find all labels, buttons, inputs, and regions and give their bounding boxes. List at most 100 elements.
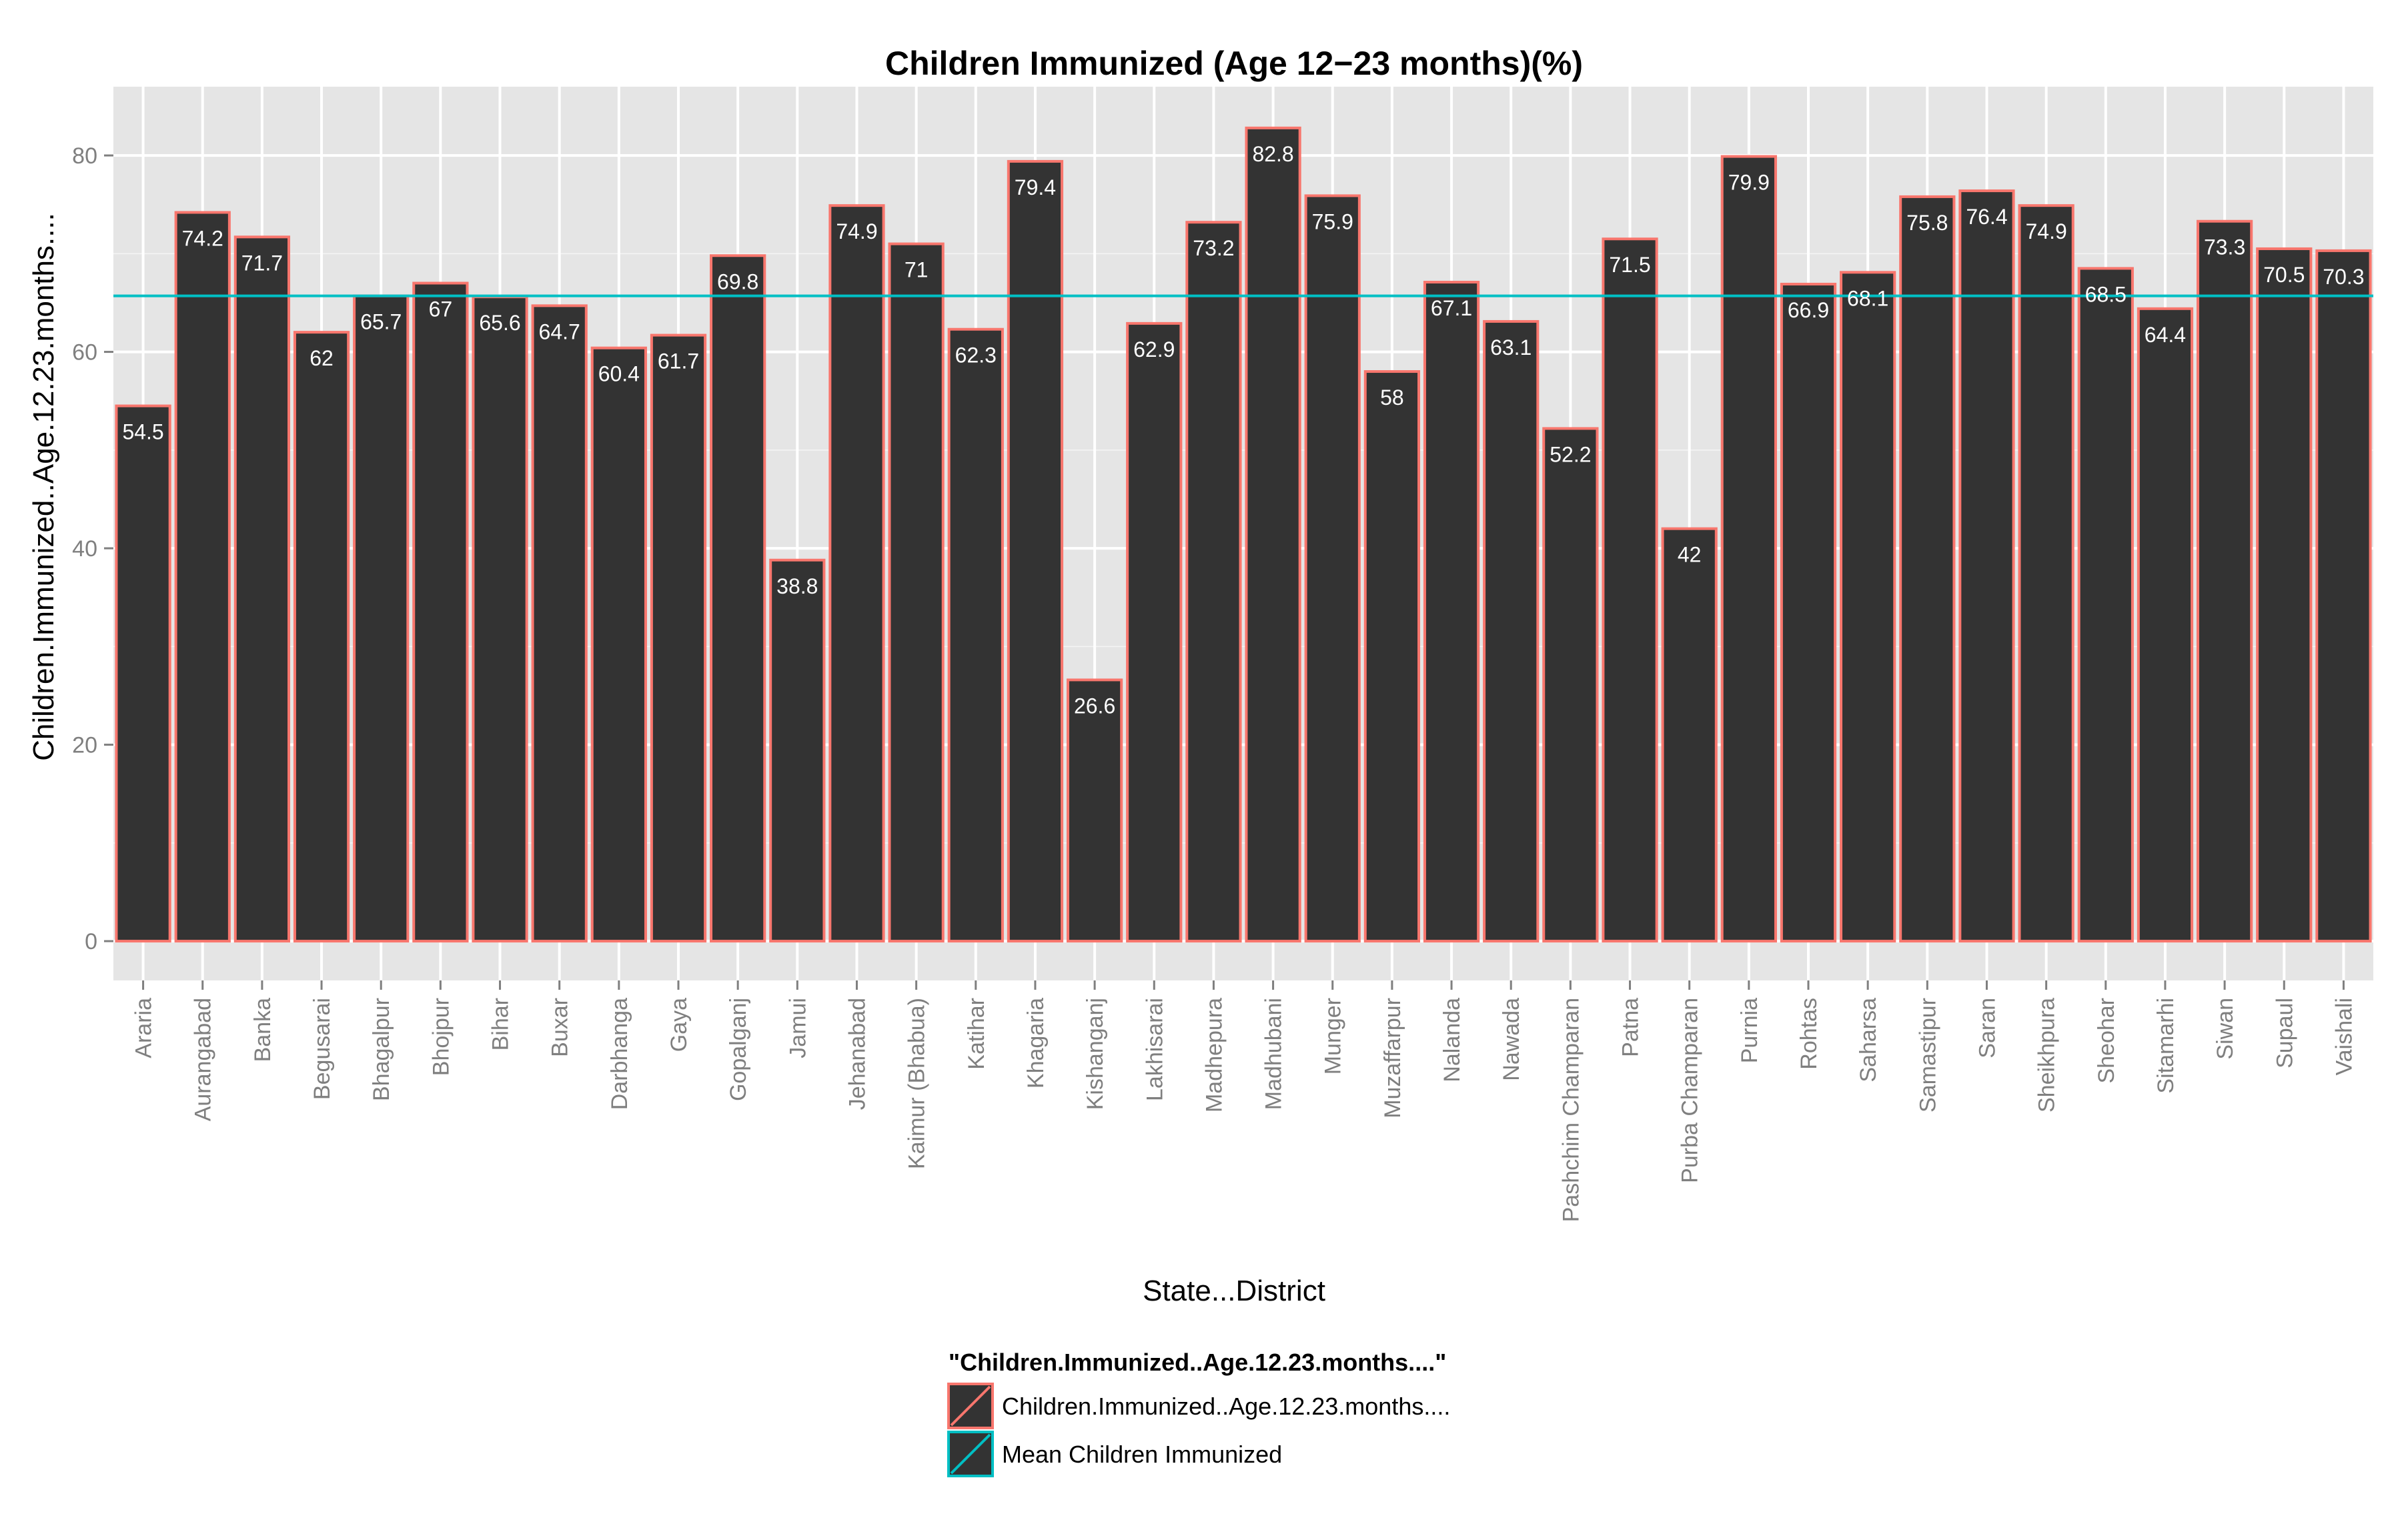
bar-bhagalpur [353,294,410,943]
y-tick-label: 0 [85,929,97,954]
x-tick-label: Munger [1321,998,1346,1074]
data-label: 58 [1380,386,1404,410]
x-tick-label: Kaimur (Bhabua) [905,998,930,1169]
data-label: 71.5 [1609,253,1650,277]
bar-supaul [2256,247,2313,943]
data-label: 75.9 [1312,209,1353,233]
x-tick-label: Siwan [2213,998,2238,1060]
data-label: 71 [905,258,929,282]
data-label: 63.1 [1490,335,1532,359]
x-tick-label: Begusarai [310,998,335,1100]
data-label: 65.7 [360,310,402,334]
bar-saharsa [1840,271,1896,943]
bar-madhepura [1185,221,1242,943]
data-label: 70.5 [2263,263,2305,287]
x-tick-label: Banka [250,998,275,1062]
x-tick-label: Samastipur [1915,998,1940,1112]
x-tick-label: Bihar [488,998,514,1050]
data-label: 38.8 [776,574,818,598]
data-label: 74.9 [2025,219,2066,243]
x-tick-label: Pashchim Champaran [1558,998,1584,1222]
data-label: 82.8 [1252,142,1293,166]
x-tick-label: Nawada [1499,998,1524,1081]
data-label: 61.7 [658,349,699,373]
bar-gaya [650,333,707,943]
legend-title: "Children.Immunized..Age.12.23.months...… [949,1349,1446,1376]
data-label: 60.4 [598,362,640,386]
bar-saran [1958,189,2015,943]
bar-aurangabad [174,211,231,943]
bar-gopalganj [710,254,766,943]
x-tick-label: Gaya [666,998,692,1052]
data-label: 64.7 [539,319,580,343]
x-tick-label: Araria [131,998,157,1058]
bar-sheikhpura [2018,204,2074,943]
bar-jehanabad [828,204,885,943]
data-label: 42 [1678,543,1702,567]
x-tick-label: Buxar [548,998,573,1057]
x-axis-title: State...District [1143,1275,1325,1307]
data-label: 54.5 [122,420,163,444]
bar-araria [115,404,171,943]
y-axis: 0 20 40 60 80 [72,143,113,954]
bar-kaimur-bhabua [888,242,945,943]
data-label: 79.9 [1728,171,1770,195]
bar-sitamarhi [2137,307,2194,943]
bar-buxar [531,304,588,943]
y-axis-title: Children.Immunized..Age.12.23.months.... [27,213,60,761]
data-label: 62.3 [955,343,997,367]
x-tick-label: Jehanabad [844,998,870,1110]
x-tick-label: Saharsa [1856,998,1881,1082]
x-tick-label: Jamui [785,998,810,1058]
data-label: 67.1 [1431,296,1472,320]
x-tick-label: Katihar [964,998,989,1070]
x-tick-label: Sheikhpura [2034,998,2060,1112]
bar-katihar [947,327,1004,943]
data-label: 62.9 [1133,337,1175,361]
bar-kishanganj [1066,678,1123,943]
y-tick-label: 20 [72,733,97,758]
bar-bhojpur [412,281,469,943]
x-tick-label: Lakhisarai [1142,998,1167,1101]
bar-purnia [1720,155,1777,943]
bars [115,126,2372,943]
x-axis: Araria Aurangabad Banka Begusarai Bhagalpur B… [131,980,2357,1222]
bar-nalanda [1423,281,1480,943]
data-label: 75.8 [1906,211,1948,235]
x-tick-label: Khagaria [1023,998,1049,1088]
y-tick-label: 80 [72,143,97,169]
bar-vaishali [2315,249,2372,943]
data-label: 65.6 [479,311,520,335]
bar-madhubani [1245,126,1301,943]
x-tick-label: Bhojpur [428,998,454,1076]
data-label: 73.2 [1193,236,1234,260]
data-label: 73.3 [2204,235,2245,259]
legend: "Children.Immunized..Age.12.23.months...… [947,1349,1450,1477]
data-label: 70.3 [2323,265,2364,289]
x-tick-label: Bhagalpur [369,998,394,1101]
x-tick-label: Rohtas [1796,998,1822,1070]
bar-sheohar [2077,267,2134,943]
legend-key-slash [950,1385,991,1427]
y-tick-label: 40 [72,536,97,562]
chart-title: Children Immunized (Age 12−23 months)(%) [885,45,1583,82]
bar-banka [233,235,291,943]
bar-begusarai [293,331,350,943]
bar-lakhisarai [1126,321,1183,943]
data-label: 66.9 [1788,298,1829,322]
x-tick-label: Gopalganj [726,998,751,1101]
x-tick-label: Kishanganj [1083,998,1108,1110]
bar-nawada [1483,319,1540,943]
bar-patna [1602,237,1658,943]
bar-siwan [2196,219,2253,943]
y-tick-label: 60 [72,340,97,365]
x-tick-label: Purnia [1737,998,1762,1063]
legend-key-slash [950,1433,991,1475]
x-tick-label: Darbhanga [607,998,632,1110]
x-tick-label: Supaul [2272,998,2297,1068]
x-tick-label: Saran [1974,998,2000,1058]
x-tick-label: Vaishali [2331,998,2357,1076]
bar-samastipur [1899,195,1956,943]
x-tick-label: Muzaffarpur [1380,998,1405,1118]
